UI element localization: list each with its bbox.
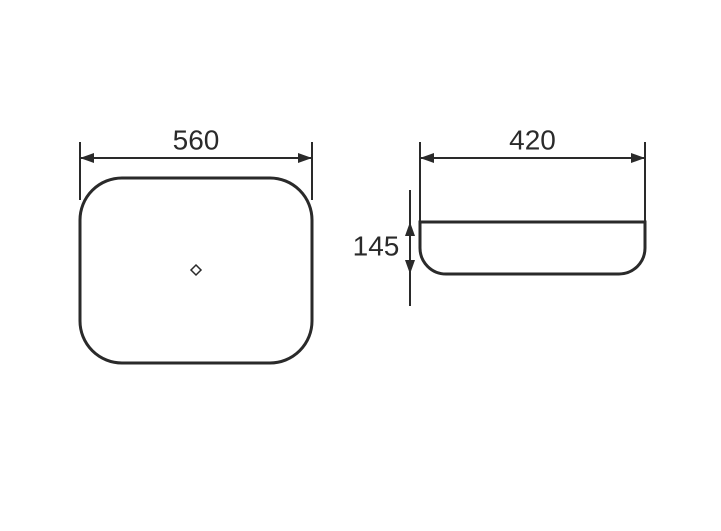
top-view: 560 bbox=[80, 124, 312, 363]
dim-label-height-side: 145 bbox=[353, 230, 400, 261]
technical-drawing: 560 420 145 bbox=[0, 0, 721, 531]
basin-outline-top bbox=[80, 178, 312, 363]
basin-outline-side bbox=[420, 222, 645, 274]
dim-label-width-top: 560 bbox=[173, 124, 220, 155]
dim-arrow bbox=[420, 153, 434, 163]
dim-arrow bbox=[80, 153, 94, 163]
side-view: 420 145 bbox=[353, 124, 645, 306]
dim-arrow bbox=[405, 222, 415, 236]
dim-label-width-side: 420 bbox=[509, 124, 556, 155]
dim-arrow bbox=[298, 153, 312, 163]
dim-arrow bbox=[631, 153, 645, 163]
drain-marker bbox=[191, 265, 201, 275]
dim-arrow bbox=[405, 260, 415, 274]
